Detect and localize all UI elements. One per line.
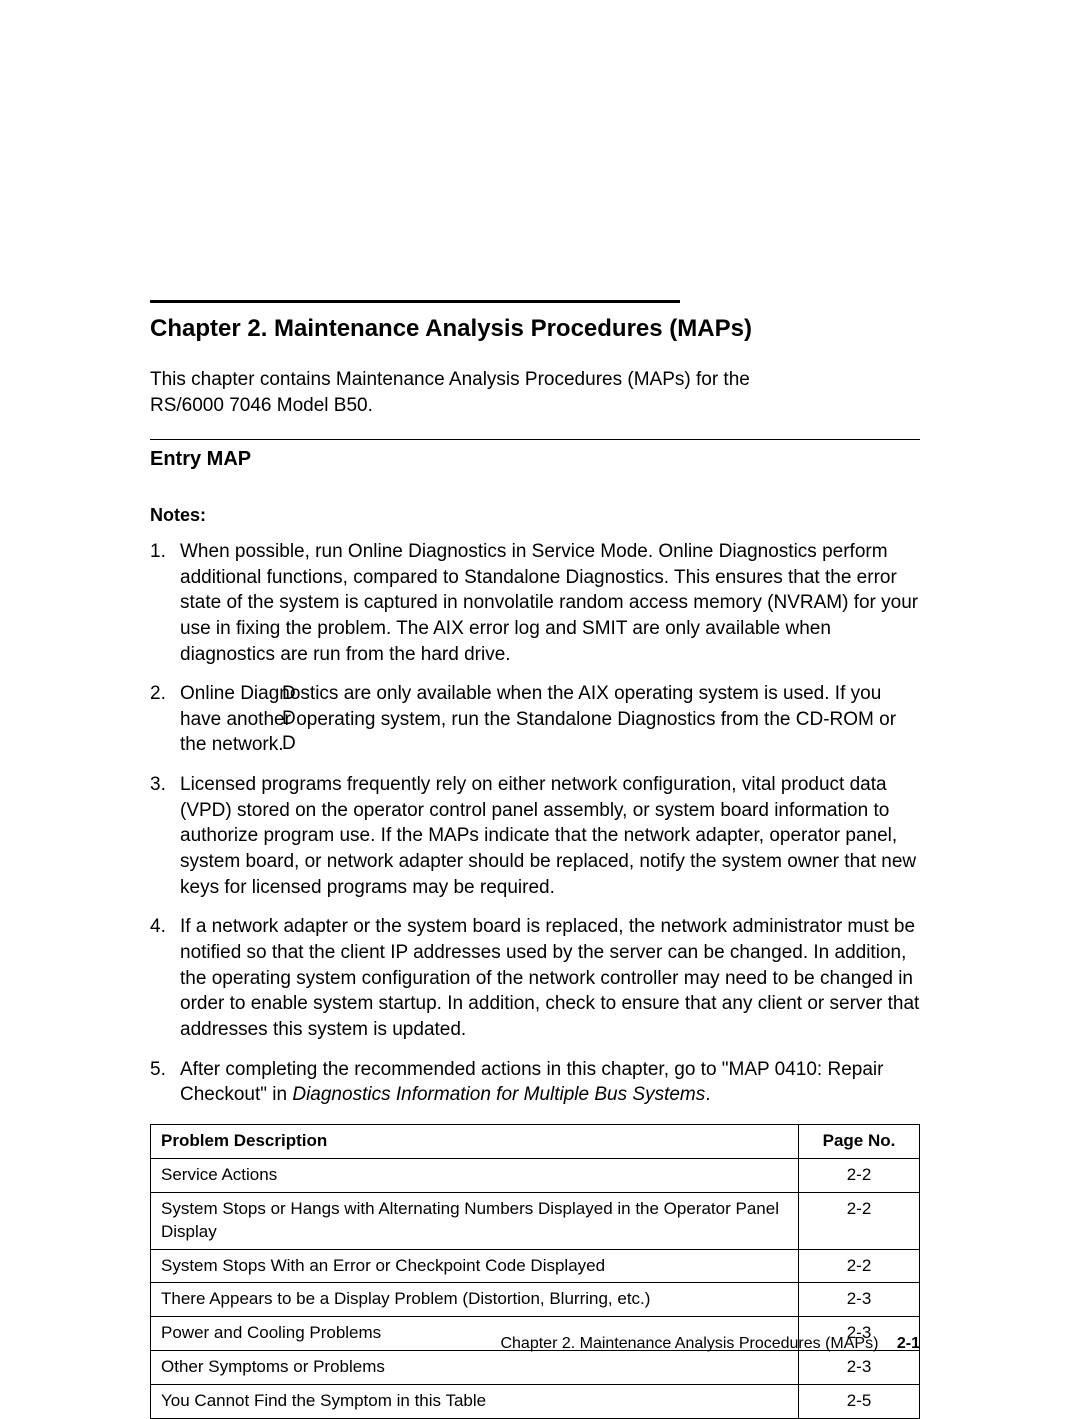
cell-problem: Other Symptoms or Problems <box>151 1351 799 1385</box>
note-text: When possible, run Online Diagnostics in… <box>180 541 918 665</box>
table-row: System Stops or Hangs with Alternating N… <box>151 1192 920 1249</box>
symptom-table: Problem Description Page No. Service Act… <box>150 1124 920 1419</box>
cell-problem: Service Actions <box>151 1158 799 1192</box>
table-row: There Appears to be a Display Problem (D… <box>151 1283 920 1317</box>
note-item: 3. Licensed programs frequently rely on … <box>150 772 920 900</box>
col-page: Page No. <box>799 1124 920 1158</box>
table-row: Other Symptoms or Problems 2-3 <box>151 1351 920 1385</box>
cell-page: 2-2 <box>799 1249 920 1283</box>
note-text-post: . <box>705 1084 710 1105</box>
cell-problem: System Stops With an Error or Checkpoint… <box>151 1249 799 1283</box>
note-text: After completing the recommended actions… <box>180 1059 883 1106</box>
section-title: Entry MAP <box>150 446 920 473</box>
table-row: System Stops With an Error or Checkpoint… <box>151 1249 920 1283</box>
note-text-italic: Diagnostics Information for Multiple Bus… <box>292 1084 705 1105</box>
note-number: 1. <box>150 539 166 565</box>
table-header-row: Problem Description Page No. <box>151 1124 920 1158</box>
cell-problem: System Stops or Hangs with Alternating N… <box>151 1192 799 1249</box>
notes-list: 1. When possible, run Online Diagnostics… <box>150 539 920 1108</box>
notes-label: Notes: <box>150 503 920 527</box>
section-rule <box>150 439 920 440</box>
chapter-intro: This chapter contains Maintenance Analys… <box>150 367 770 418</box>
footer-text: Chapter 2. Maintenance Analysis Procedur… <box>500 1335 878 1352</box>
note-item: 5. After completing the recommended acti… <box>150 1057 920 1108</box>
col-problem: Problem Description <box>151 1124 799 1158</box>
note-text: Licensed programs frequently rely on eit… <box>180 774 916 898</box>
cell-page: 2-2 <box>799 1158 920 1192</box>
page-body: Chapter 2. Maintenance Analysis Procedur… <box>0 0 1080 1419</box>
change-bar: D <box>282 706 296 732</box>
note-number: 5. <box>150 1057 166 1083</box>
footer-page-number: 2-1 <box>897 1335 920 1352</box>
table-row: Service Actions 2-2 <box>151 1158 920 1192</box>
cell-page: 2-3 <box>799 1351 920 1385</box>
note-item: 1. When possible, run Online Diagnostics… <box>150 539 920 667</box>
cell-page: 2-5 <box>799 1385 920 1419</box>
cell-page: 2-3 <box>799 1283 920 1317</box>
note-text: If a network adapter or the system board… <box>180 916 919 1040</box>
cell-page: 2-2 <box>799 1192 920 1249</box>
note-item: 4. If a network adapter or the system bo… <box>150 914 920 1042</box>
page-footer: Chapter 2. Maintenance Analysis Procedur… <box>500 1333 920 1355</box>
note-number: 3. <box>150 772 166 798</box>
cell-problem: There Appears to be a Display Problem (D… <box>151 1283 799 1317</box>
note-item: D D D 2. Online Diagnostics are only ava… <box>150 681 920 758</box>
note-number: 4. <box>150 914 166 940</box>
chapter-title: Chapter 2. Maintenance Analysis Procedur… <box>150 313 920 345</box>
note-number: 2. <box>150 681 166 707</box>
chapter-rule <box>150 300 680 303</box>
table-row: You Cannot Find the Symptom in this Tabl… <box>151 1385 920 1419</box>
cell-problem: You Cannot Find the Symptom in this Tabl… <box>151 1385 799 1419</box>
change-bar: D <box>282 731 296 757</box>
change-bar: D <box>282 681 296 707</box>
